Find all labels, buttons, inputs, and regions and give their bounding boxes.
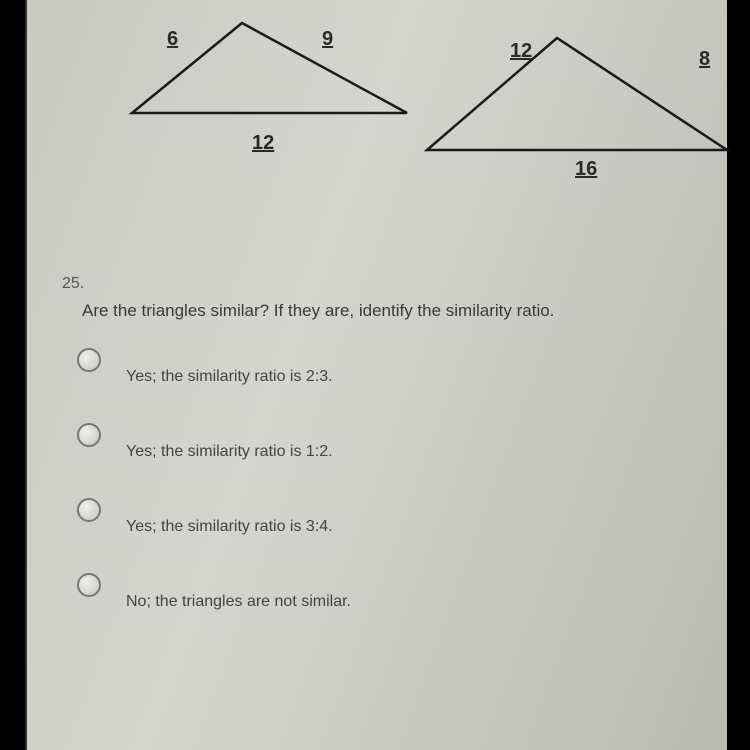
option-b-text: Yes; the similarity ratio is 1:2. (126, 443, 333, 461)
option-a-text: Yes; the similarity ratio is 2:3. (126, 368, 333, 386)
question-block: 25. Are the triangles similar? If they a… (62, 275, 702, 656)
triangle-left (102, 8, 422, 128)
option-c-text: Yes; the similarity ratio is 3:4. (126, 518, 333, 536)
question-text: Are the triangles similar? If they are, … (82, 301, 702, 321)
radio-icon[interactable] (77, 573, 101, 597)
tri1-label-bottom: 12 (252, 132, 274, 155)
option-d[interactable]: No; the triangles are not similar. (77, 581, 702, 611)
triangle-right (397, 20, 747, 170)
radio-icon[interactable] (77, 348, 101, 372)
radio-icon[interactable] (77, 498, 101, 522)
tri1-label-right: 9 (322, 28, 333, 51)
radio-icon[interactable] (77, 423, 101, 447)
tri2-label-left: 12 (510, 40, 532, 63)
tri2-label-right: 8 (699, 48, 710, 71)
option-b[interactable]: Yes; the similarity ratio is 1:2. (77, 431, 702, 461)
option-a[interactable]: Yes; the similarity ratio is 2:3. (77, 356, 702, 386)
question-number: 25. (62, 275, 702, 293)
option-d-text: No; the triangles are not similar. (126, 593, 351, 611)
tri1-label-left: 6 (167, 28, 178, 51)
triangle-right-shape (427, 38, 727, 150)
option-c[interactable]: Yes; the similarity ratio is 3:4. (77, 506, 702, 536)
tri2-label-bottom: 16 (575, 158, 597, 181)
worksheet-frame: 6 9 12 12 8 16 25. Are the triangles sim… (25, 0, 727, 750)
diagram-area: 6 9 12 12 8 16 (27, 0, 727, 200)
